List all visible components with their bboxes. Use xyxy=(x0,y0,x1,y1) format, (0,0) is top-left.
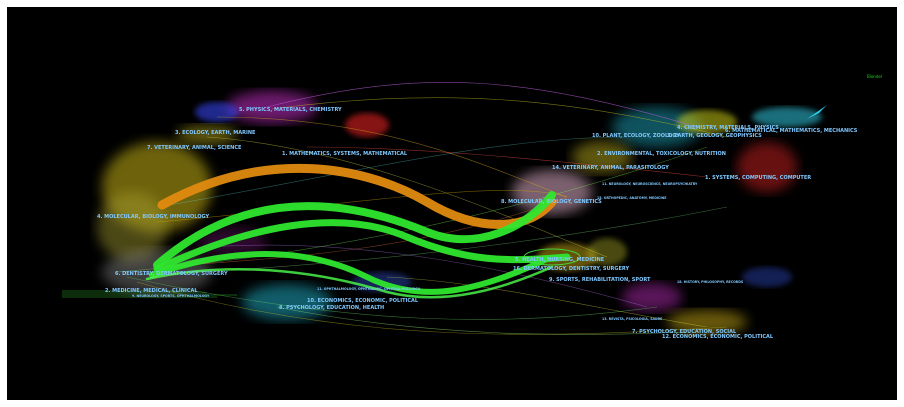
left-cluster-labels: 5. PHYSICS, MATERIALS, CHEMISTRY 3. ECOL… xyxy=(97,107,421,311)
right-label: 11. NEUROLOGY, NEUROSCIENCE, NEUROPSYCHI… xyxy=(602,182,698,186)
left-label: 9. NEUROLOGY, SPORTS, OPHTHALMOLOGY xyxy=(132,294,210,298)
right-label: 14. VETERINARY, ANIMAL, PARASITOLOGY xyxy=(552,165,669,171)
health-cluster-ellipse xyxy=(523,248,581,266)
legend-label: Blondel xyxy=(867,74,882,79)
right-label: 13. REVISTA, PSICOLOGIA, SAUDE xyxy=(602,317,662,321)
right-label: 6. MATHEMATICAL, MATHEMATICS, MECHANICS xyxy=(725,128,858,134)
dual-map-overlay: 5. PHYSICS, MATERIALS, CHEMISTRY 3. ECOL… xyxy=(7,7,897,400)
flow-neurology-to-health xyxy=(145,265,554,299)
right-label: 2. ENVIRONMENTAL, TOXICOLOGY, NUTRITION xyxy=(597,151,726,157)
left-label: 10. ECONOMICS, ECONOMIC, POLITICAL xyxy=(307,298,419,304)
left-label: 8. PSYCHOLOGY, EDUCATION, HEALTH xyxy=(279,305,384,311)
right-label: 12. ECONOMICS, ECONOMIC, POLITICAL xyxy=(662,334,774,340)
left-label: 6. DENTISTRY, DERMATOLOGY, SURGERY xyxy=(115,271,228,277)
right-label: 18. HISTORY, PHILOSOPHY, RECORDS xyxy=(677,280,744,284)
right-label: 3. EARTH, GEOLOGY, GEOPHYSICS xyxy=(667,133,762,139)
right-label: 9. SPORTS, REHABILITATION, SPORT xyxy=(549,277,651,283)
left-label: 2. MEDICINE, MEDICAL, CLINICAL xyxy=(105,288,198,294)
left-label: 11. OPHTHALMOLOGY, OPHTHALMIC, OPHTHALMO… xyxy=(317,287,421,291)
right-label: 8. MOLECULAR, BIOLOGY, GENETICS xyxy=(501,199,602,205)
flow-dentistry-to-health xyxy=(149,251,550,295)
right-label: 4. CHEMISTRY, MATERIALS, PHYSICS xyxy=(677,125,779,131)
right-label: 15. ORTHOPEDIC, ANATOMY, MEDICINE xyxy=(597,196,666,200)
right-cluster-labels: 4. CHEMISTRY, MATERIALS, PHYSICS 6. MATH… xyxy=(501,125,858,340)
right-label: 1. SYSTEMS, COMPUTING, COMPUTER xyxy=(705,175,811,181)
left-label: 5. PHYSICS, MATERIALS, CHEMISTRY xyxy=(239,107,342,113)
green-line-bundles xyxy=(62,290,237,298)
right-label: 10. PLANT, ECOLOGY, ZOOLOGY xyxy=(592,133,680,139)
right-label: 7. PSYCHOLOGY, EDUCATION, SOCIAL xyxy=(632,329,737,335)
flow-medicine-to-health xyxy=(153,219,571,273)
major-citation-flows xyxy=(145,163,571,299)
left-label: 4. MOLECULAR, BIOLOGY, IMMUNOLOGY xyxy=(97,214,209,220)
right-label: 5. HEALTH, NURSING, MEDICINE xyxy=(515,257,605,263)
flow-medicine-to-molecular xyxy=(153,191,556,269)
right-label: 16. DERMATOLOGY, DENTISTRY, SURGERY xyxy=(513,266,629,272)
left-label: 1. MATHEMATICS, SYSTEMS, MATHEMATICAL xyxy=(282,151,408,157)
left-label: 3. ECOLOGY, EARTH, MARINE xyxy=(175,130,256,136)
dual-map-svg: 5. PHYSICS, MATERIALS, CHEMISTRY 3. ECOL… xyxy=(62,74,882,340)
left-label: 7. VETERINARY, ANIMAL, SCIENCE xyxy=(147,145,242,151)
right-base-map xyxy=(512,105,827,334)
